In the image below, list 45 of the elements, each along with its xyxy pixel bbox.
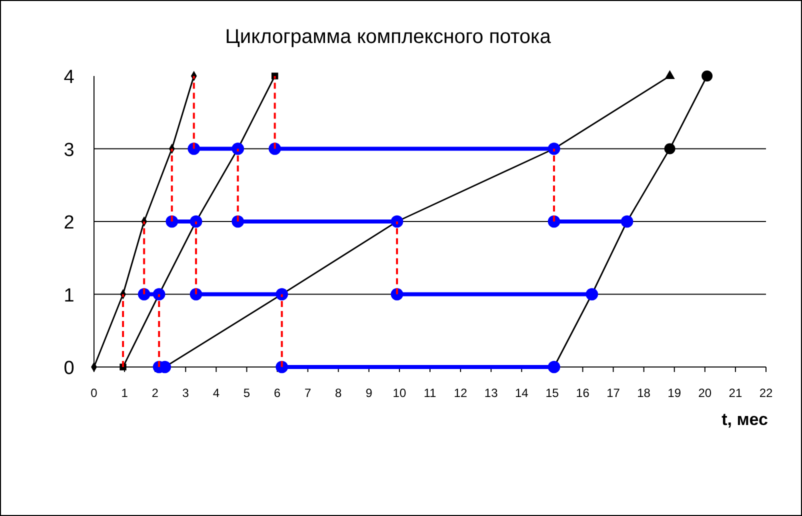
point bbox=[188, 142, 200, 155]
point bbox=[548, 142, 560, 155]
x-tick-label: 0 bbox=[90, 386, 98, 400]
y-tick-label: 1 bbox=[64, 285, 74, 306]
x-tick-label: 8 bbox=[335, 386, 342, 400]
x-tick-label: 4 bbox=[212, 386, 220, 400]
point bbox=[190, 215, 202, 228]
x-tick-label: 20 bbox=[698, 386, 712, 400]
x-tick-label: 22 bbox=[759, 386, 773, 400]
point bbox=[390, 215, 404, 228]
y-tick-label: 3 bbox=[64, 140, 74, 161]
point bbox=[664, 143, 676, 154]
x-tick-label: 7 bbox=[304, 386, 312, 400]
x-tick-label: 18 bbox=[637, 386, 651, 400]
point bbox=[152, 288, 166, 300]
point bbox=[268, 142, 282, 155]
point bbox=[548, 215, 560, 228]
x-tick-label: 5 bbox=[243, 386, 250, 400]
x-tick-label: 1 bbox=[121, 386, 128, 400]
point bbox=[138, 288, 150, 300]
x-tick-label: 19 bbox=[668, 386, 682, 400]
point bbox=[232, 142, 244, 155]
y-tick-label: 0 bbox=[64, 358, 74, 379]
x-tick-label: 21 bbox=[728, 386, 742, 400]
point bbox=[276, 360, 288, 374]
point bbox=[166, 215, 178, 228]
point bbox=[702, 70, 713, 82]
x-tick-label: 16 bbox=[576, 386, 590, 400]
x-tick-label: 17 bbox=[606, 386, 620, 400]
point bbox=[232, 215, 244, 228]
x-tick-label: 2 bbox=[152, 386, 159, 400]
x-tick-label: 9 bbox=[366, 386, 373, 400]
point bbox=[276, 288, 288, 300]
x-tick-label: 11 bbox=[424, 386, 437, 400]
x-tick-label: 3 bbox=[182, 386, 190, 400]
chart-title: Циклограмма комплексного потока bbox=[225, 26, 552, 48]
y-tick-label: 2 bbox=[64, 212, 74, 234]
x-tick-label: 6 bbox=[274, 386, 281, 400]
y-tick-label: 4 bbox=[64, 67, 75, 88]
x-tick-label: 10 bbox=[392, 386, 406, 400]
x-tick-label: 15 bbox=[546, 386, 560, 400]
x-axis-title: t, мес bbox=[722, 410, 768, 429]
x-tick-label: 13 bbox=[484, 386, 498, 400]
x-tick-label: 14 bbox=[514, 386, 529, 400]
x-tick-label: 12 bbox=[454, 386, 468, 400]
